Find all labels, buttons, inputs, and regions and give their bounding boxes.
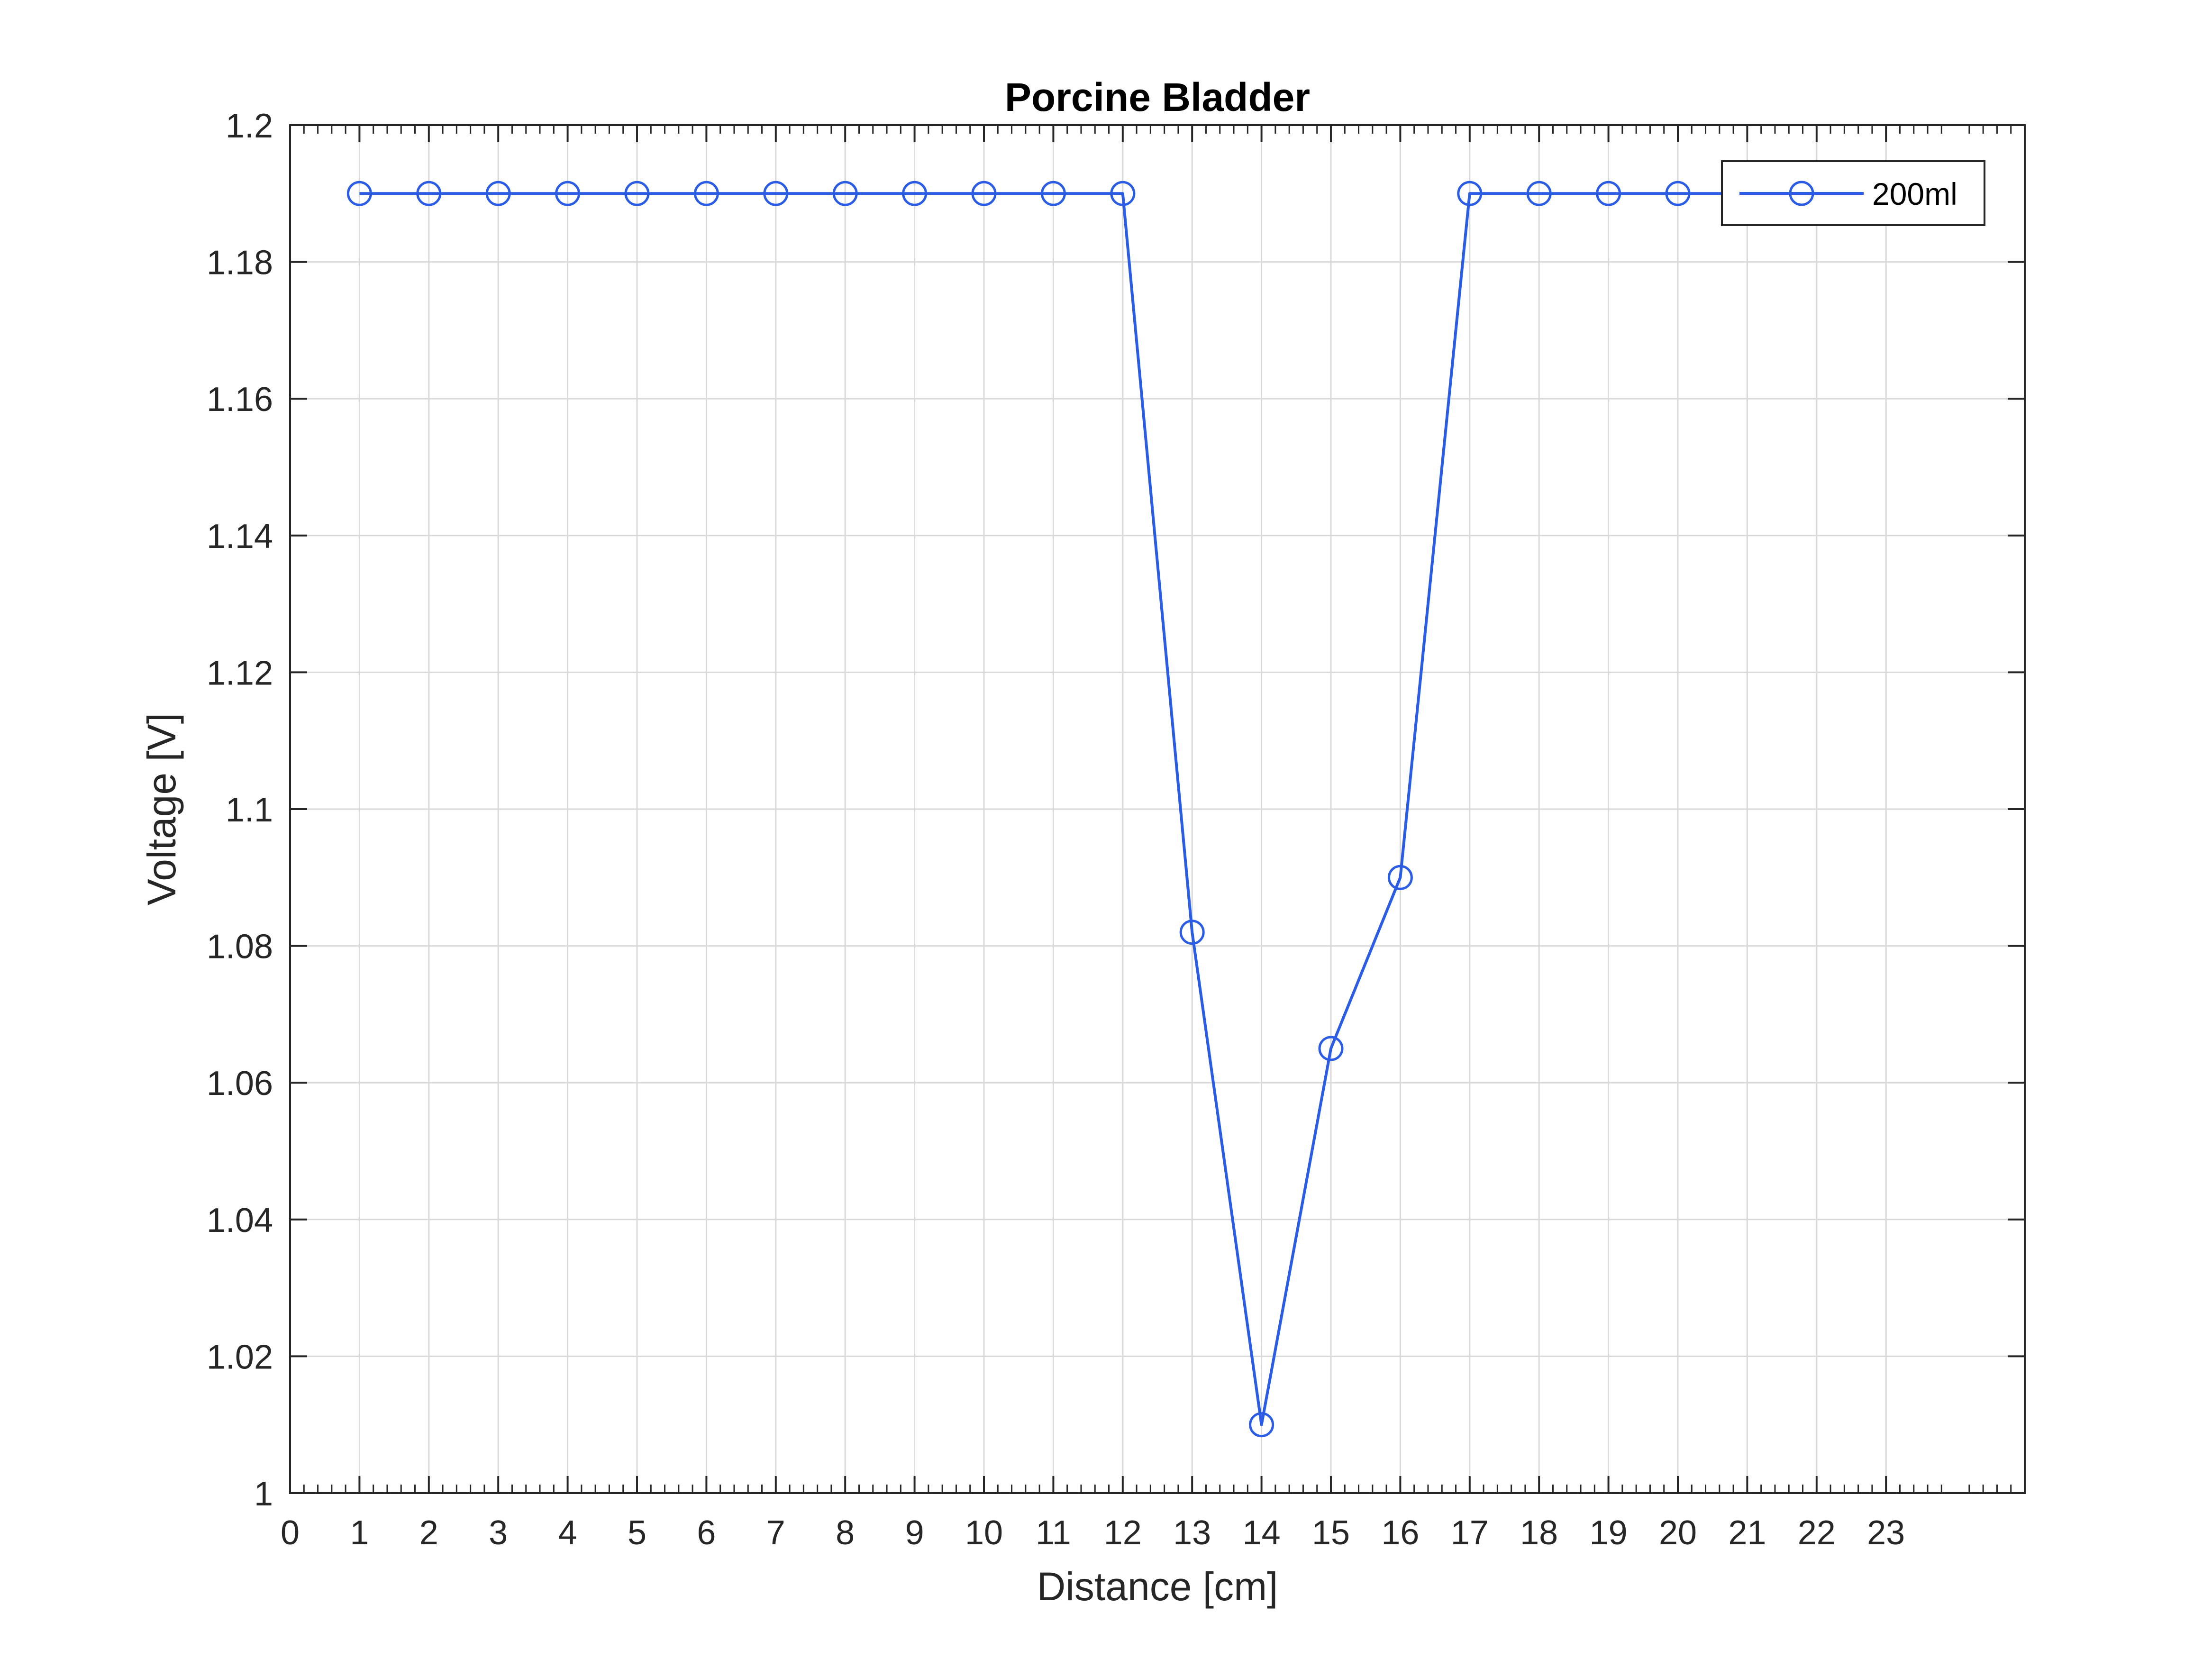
data-point	[555, 181, 581, 206]
x-tick-label: 23	[1867, 1514, 1905, 1552]
x-tick-label: 0	[281, 1514, 300, 1552]
y-tick-label: 1.18	[207, 244, 273, 282]
data-point	[1665, 181, 1691, 206]
y-tick-label: 1.16	[207, 381, 273, 419]
y-tick-label: 1.1	[226, 791, 273, 829]
y-tick-label: 1.12	[207, 654, 273, 692]
data-point	[971, 181, 997, 206]
x-tick-label: 3	[489, 1514, 508, 1552]
x-tick-label: 13	[1173, 1514, 1211, 1552]
x-tick-label: 10	[965, 1514, 1003, 1552]
x-tick-label: 2	[419, 1514, 438, 1552]
x-tick-label: 12	[1104, 1514, 1142, 1552]
x-tick-label: 22	[1798, 1514, 1836, 1552]
x-tick-label: 18	[1520, 1514, 1558, 1552]
data-point	[346, 181, 372, 206]
x-tick-label: 14	[1243, 1514, 1281, 1552]
data-point	[1318, 1036, 1344, 1061]
data-point	[1387, 865, 1413, 890]
y-tick-label: 1.06	[207, 1065, 273, 1103]
data-point	[1110, 181, 1136, 206]
x-tick-label: 6	[697, 1514, 716, 1552]
data-point	[1457, 181, 1483, 206]
y-tick-label: 1	[254, 1475, 273, 1513]
data-point	[1249, 1412, 1274, 1438]
x-tick-label: 16	[1381, 1514, 1419, 1552]
y-axis-title: Voltage [V]	[139, 713, 184, 905]
axis-ticks	[289, 124, 2025, 1494]
y-tick-labels: 1 1.02 1.04 1.06 1.08 1.1 1.12 1.14 1.16 1.18 1.2	[207, 107, 273, 1513]
data-point	[902, 181, 928, 206]
x-tick-label: 19	[1590, 1514, 1628, 1552]
y-tick-label: 1.14	[207, 518, 273, 556]
x-axis-title: Distance [cm]	[1037, 1564, 1278, 1609]
data-point	[416, 181, 442, 206]
x-tick-label: 20	[1659, 1514, 1697, 1552]
data-point	[1179, 920, 1205, 945]
data-point	[485, 181, 511, 206]
x-tick-label: 21	[1728, 1514, 1766, 1552]
series-line	[359, 192, 1817, 1426]
data-point	[832, 181, 858, 206]
x-tick-label: 1	[350, 1514, 369, 1552]
x-tick-label: 8	[836, 1514, 855, 1552]
data-point	[763, 181, 789, 206]
data-point	[693, 181, 719, 206]
chart-title: Porcine Bladder	[1005, 75, 1310, 119]
y-tick-label: 1.08	[207, 928, 273, 966]
legend: 200ml	[1721, 160, 1985, 226]
x-tick-label: 15	[1312, 1514, 1350, 1552]
legend-label: 200ml	[1872, 176, 1957, 211]
y-tick-label: 1.02	[207, 1338, 273, 1376]
minor-ticks	[303, 125, 2012, 1493]
data-point	[1596, 181, 1621, 206]
x-tick-label: 11	[1036, 1514, 1071, 1552]
legend-marker-sample	[1789, 181, 1814, 206]
x-tick-label: 5	[628, 1514, 646, 1552]
data-point	[1040, 181, 1066, 206]
x-tick-label: 9	[905, 1514, 924, 1552]
x-tick-labels: 0 1 2 3 4 5 6 7 8 9 10 11 12 13 14 15 16 17 18 19 20 21 22 23	[281, 1514, 1905, 1552]
y-tick-label: 1.2	[226, 107, 273, 145]
y-tick-label: 1.04	[207, 1202, 273, 1240]
data-point	[1526, 181, 1552, 206]
series-layer	[346, 181, 1830, 1438]
data-point	[624, 181, 650, 206]
x-tick-label: 4	[558, 1514, 577, 1552]
grid-lines	[290, 125, 2025, 1493]
x-tick-label: 17	[1451, 1514, 1489, 1552]
x-tick-label: 7	[766, 1514, 785, 1552]
